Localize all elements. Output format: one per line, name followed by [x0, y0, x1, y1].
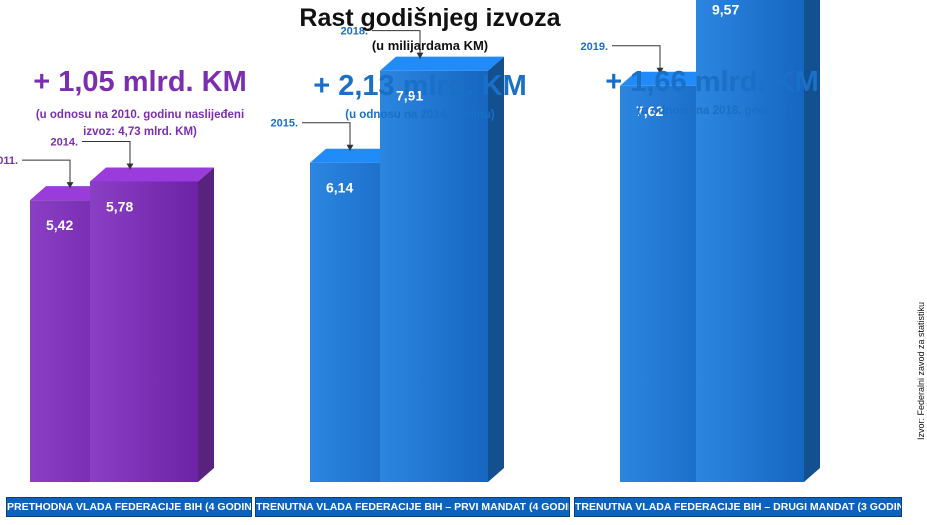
- group-2-change-note: (u odnosu na 2014. godinu): [345, 109, 495, 121]
- bar-value-label-g1-b1: 5,42: [46, 217, 73, 233]
- bar-value-label-g3-b2: 9,57: [712, 1, 739, 17]
- year-arrow-g1-b2: [82, 140, 134, 170]
- year-arrow-g3-b1: [612, 45, 664, 74]
- year-arrow-g1-b1: [22, 159, 74, 189]
- group-3-change-note: (u odnosu na 2018. godinu): [637, 105, 787, 117]
- year-label-g1-b2: 2014.: [50, 136, 78, 148]
- year-arrow-g2-b1: [302, 122, 354, 151]
- bar-top-g2-b2: [380, 56, 504, 71]
- group-2-label: TRENUTNA VLADA FEDERACIJE BIH – PRVI MAN…: [255, 497, 570, 517]
- bar-side-g1-b2: [198, 167, 214, 482]
- bar-value-label-g2-b2: 7,91: [396, 88, 423, 104]
- group-3-change: + 1,66 mlrd. KM: [605, 66, 819, 98]
- bar-side-g2-b2: [488, 56, 504, 483]
- bar-g2-b2: [380, 56, 504, 483]
- source-note: Izvor: Federalni zavod za statistiku: [916, 301, 926, 440]
- chart-title: Rast godišnjeg izvoza: [299, 4, 561, 32]
- group-1-change: + 1,05 mlrd. KM: [33, 66, 247, 98]
- bar-front-g3-b2: [696, 0, 804, 483]
- year-arrow-g2-b2: [372, 30, 424, 59]
- bar-value-label-g2-b1: 6,14: [326, 180, 353, 196]
- bar-front-g2-b2: [380, 70, 488, 483]
- group-2-change: + 2,13 mlrd. KM: [313, 70, 527, 102]
- bar-value-label-g1-b2: 5,78: [106, 198, 133, 214]
- bar-side-g3-b2: [804, 0, 820, 482]
- year-label-g2-b2: 2018.: [340, 26, 368, 38]
- group-1-label: PRETHODNA VLADA FEDERACIJE BIH (4 GODINE…: [6, 497, 252, 517]
- bar-g3-b2: [696, 0, 820, 483]
- group-3-label: TRENUTNA VLADA FEDERACIJE BIH – DRUGI MA…: [574, 497, 902, 517]
- chart-subtitle: (u milijardama KM): [371, 38, 489, 53]
- bar-top-g1-b2: [90, 167, 214, 182]
- bar-g1-b2: [90, 167, 214, 482]
- bar-value-label-g3-b1: 7,62: [636, 103, 663, 119]
- year-label-g3-b1: 2019.: [580, 41, 608, 53]
- group-1-change-note: (u odnosu na 2010. godinu naslijeđeni iz…: [35, 109, 245, 138]
- year-label-g2-b1: 2015.: [270, 118, 298, 130]
- bar-front-g1-b2: [90, 181, 198, 482]
